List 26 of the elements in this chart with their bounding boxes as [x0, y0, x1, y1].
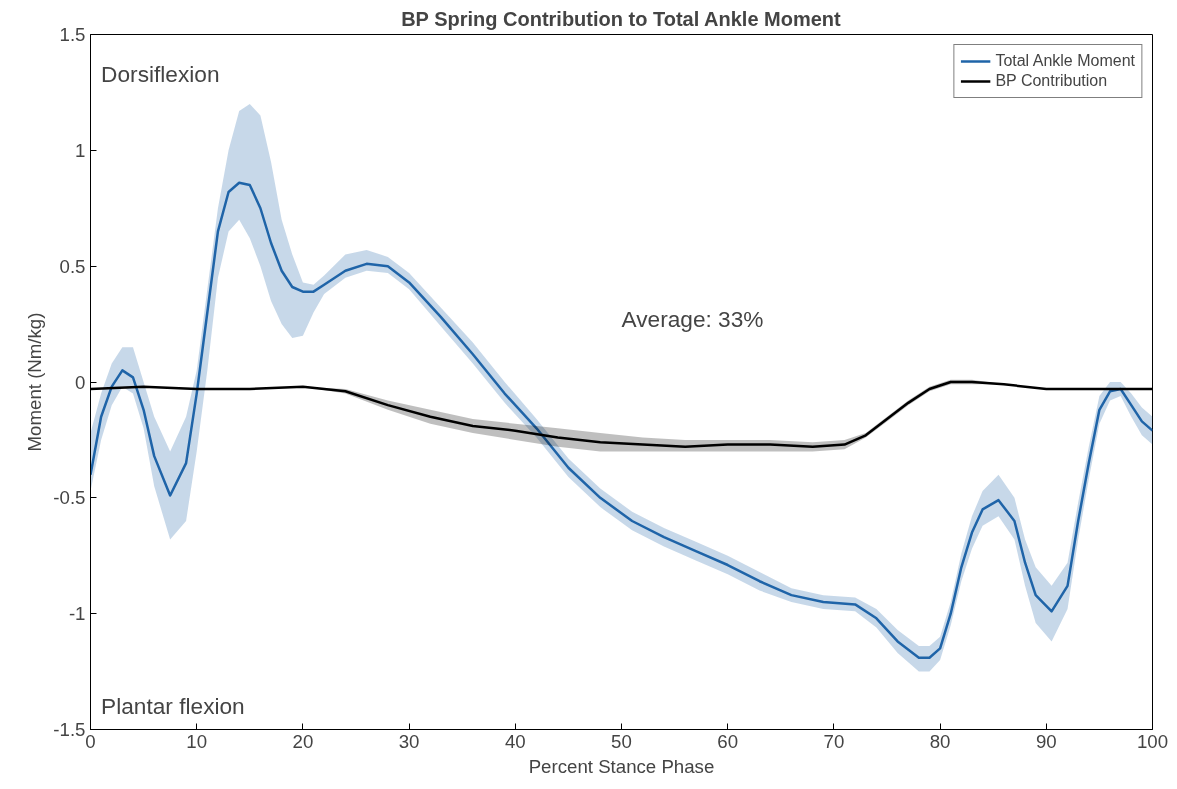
x-tick-label: 30: [398, 730, 420, 752]
y-tick-label: -1.5: [53, 719, 86, 740]
x-tick-label: 40: [504, 730, 526, 752]
annotation: Plantar flexion: [101, 693, 245, 720]
y-tick-label: 1.5: [59, 24, 86, 45]
y-tick-label: -0.5: [53, 487, 86, 509]
y-tick-label: 0.5: [59, 255, 86, 277]
y-tick-label: -1: [68, 603, 86, 625]
annotation: Dorsiflexion: [101, 60, 220, 87]
annotation: Average: 33%: [621, 306, 764, 333]
x-tick-label: 90: [1035, 730, 1057, 752]
x-tick-label: 60: [717, 730, 739, 752]
legend-label: Total Ankle Moment: [995, 52, 1135, 70]
x-tick-label: 10: [186, 730, 208, 752]
line-series: [90, 181, 1153, 659]
x-tick-label: 20: [292, 730, 314, 752]
x-tick-label: 80: [929, 730, 951, 752]
x-tick-label: 70: [823, 730, 845, 752]
x-tick-label: 50: [611, 730, 632, 752]
x-axis-title: Percent Stance Phase: [528, 755, 715, 777]
y-tick-label: 1: [75, 139, 86, 161]
x-tick-label: 100: [1136, 730, 1169, 752]
chart-title: BP Spring Contribution to Total Ankle Moment: [401, 7, 842, 30]
y-tick-label: 0: [75, 371, 86, 393]
y-axis-title: Moment (Nm/kg): [24, 312, 46, 452]
legend-label: BP Contribution: [995, 72, 1108, 90]
